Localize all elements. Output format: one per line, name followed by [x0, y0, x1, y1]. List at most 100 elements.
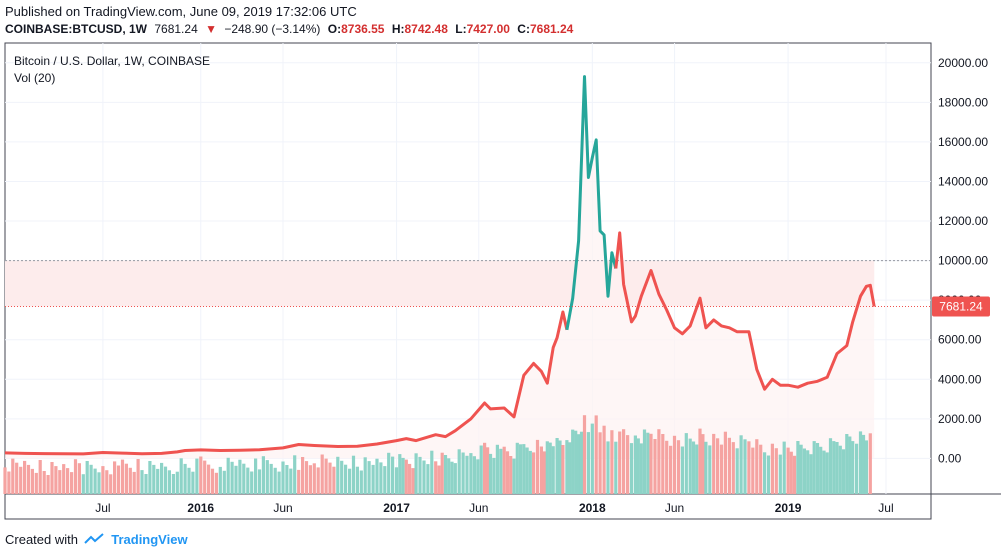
price-axis: 20000.00 18000.00 16000.00 14000.00 12000.00…: [938, 56, 988, 466]
volume-bar: [469, 453, 473, 494]
volume-bar: [163, 466, 168, 494]
volume-bars: [3, 415, 872, 494]
price-area: [5, 76, 875, 459]
volume-bar: [297, 469, 301, 494]
volume-bar: [293, 455, 297, 494]
price-range-band: [5, 260, 875, 307]
volume-bar: [355, 466, 359, 494]
volume-bar: [62, 464, 66, 494]
volume-bar: [304, 461, 309, 494]
volume-bar: [861, 434, 866, 494]
volume-bar: [483, 442, 487, 494]
volume-bar: [101, 466, 105, 494]
volume-bar: [113, 461, 117, 494]
volume-bar: [230, 461, 234, 494]
published-info: Published on TradingView.com, June 09, 2…: [5, 4, 357, 19]
volume-bar: [351, 455, 356, 494]
volume-bar: [437, 465, 441, 494]
created-with: Created with: [5, 532, 78, 547]
volume-bar: [646, 432, 650, 494]
volume-bar: [210, 468, 215, 494]
volume-bar: [195, 458, 199, 494]
volume-bar: [109, 474, 113, 494]
ohlc-bar: COINBASE:BTCUSD, 1W 7681.24 ▼ −248.90 (−…: [5, 22, 577, 36]
volume-bar: [669, 445, 673, 494]
high-label: H:: [391, 22, 405, 36]
y-tick-label: 10000.00: [938, 254, 988, 268]
volume-bar: [15, 462, 19, 494]
volume-bar: [7, 471, 11, 494]
x-tick-label: Jul: [95, 501, 110, 515]
tradingview-logo-icon: [83, 533, 104, 544]
volume-bar: [34, 472, 38, 494]
volume-bar: [379, 462, 383, 494]
volume-bar: [723, 431, 727, 494]
volume-bar: [414, 453, 418, 494]
y-tick-label: 12000.00: [938, 214, 988, 228]
volume-bar: [77, 463, 81, 494]
volume-bar: [614, 441, 618, 494]
volume-bar: [167, 470, 171, 494]
volume-bar: [571, 429, 575, 494]
price-chart[interactable]: 20000.00 18000.00 16000.00 14000.00 12000.00…: [0, 0, 1006, 530]
volume-bar: [610, 430, 614, 494]
volume-bar: [551, 446, 555, 494]
volume-bar: [175, 471, 179, 494]
volume-bar: [636, 438, 640, 494]
tradingview-brand[interactable]: TradingView: [111, 532, 188, 547]
volume-bar: [97, 472, 101, 494]
volume-bar: [422, 460, 426, 494]
footer: Created with TradingView: [5, 532, 188, 547]
volume-bar: [58, 470, 62, 494]
volume-bar: [116, 465, 121, 494]
volume-bar: [499, 448, 503, 494]
volume-bar: [226, 457, 230, 494]
price-line-segment: [614, 231, 876, 391]
volume-bar: [579, 431, 584, 494]
volume-bar: [447, 458, 451, 494]
volume-bar: [160, 462, 164, 494]
volume-bar: [809, 454, 813, 494]
volume-bar: [698, 428, 702, 494]
volume-bar: [332, 466, 336, 494]
volume-bar: [234, 465, 238, 494]
volume-bar: [70, 472, 74, 494]
volume-bar: [835, 442, 839, 494]
volume-bar: [747, 441, 751, 494]
volume-bar: [418, 456, 422, 494]
open-label: O:: [327, 22, 342, 36]
low-label: L:: [455, 22, 467, 36]
volume-bar: [680, 446, 684, 494]
volume-bar: [695, 444, 699, 494]
volume-bar: [704, 441, 708, 494]
volume-bar: [515, 442, 519, 494]
volume-bar: [324, 458, 328, 494]
x-tick-label: Jul: [878, 501, 893, 515]
volume-bar: [586, 432, 590, 494]
price-line-segment: [565, 75, 618, 331]
volume-bar: [3, 467, 7, 494]
volume-bar: [152, 464, 156, 494]
volume-bar: [548, 442, 552, 494]
volume-bar: [320, 454, 324, 494]
volume-bar: [105, 470, 109, 494]
volume-bar: [348, 468, 352, 494]
volume-bar: [712, 433, 716, 494]
volume-bar: [242, 463, 246, 494]
volume-bar: [868, 433, 872, 494]
volume-bar: [26, 464, 31, 494]
volume-bar: [594, 415, 598, 494]
volume-bar: [661, 434, 665, 494]
volume-bar: [763, 452, 767, 494]
change: −248.90 (−3.14%): [224, 22, 321, 36]
volume-bar: [565, 440, 569, 494]
volume-bar: [254, 458, 258, 494]
volume-legend: Vol (20): [14, 71, 55, 85]
volume-bar: [285, 465, 289, 494]
y-tick-label: 18000.00: [938, 95, 988, 109]
volume-bar: [23, 460, 27, 494]
volume-bar: [509, 456, 513, 494]
volume-bar: [401, 457, 405, 494]
volume-bar: [751, 447, 755, 494]
volume-bar: [191, 471, 195, 494]
